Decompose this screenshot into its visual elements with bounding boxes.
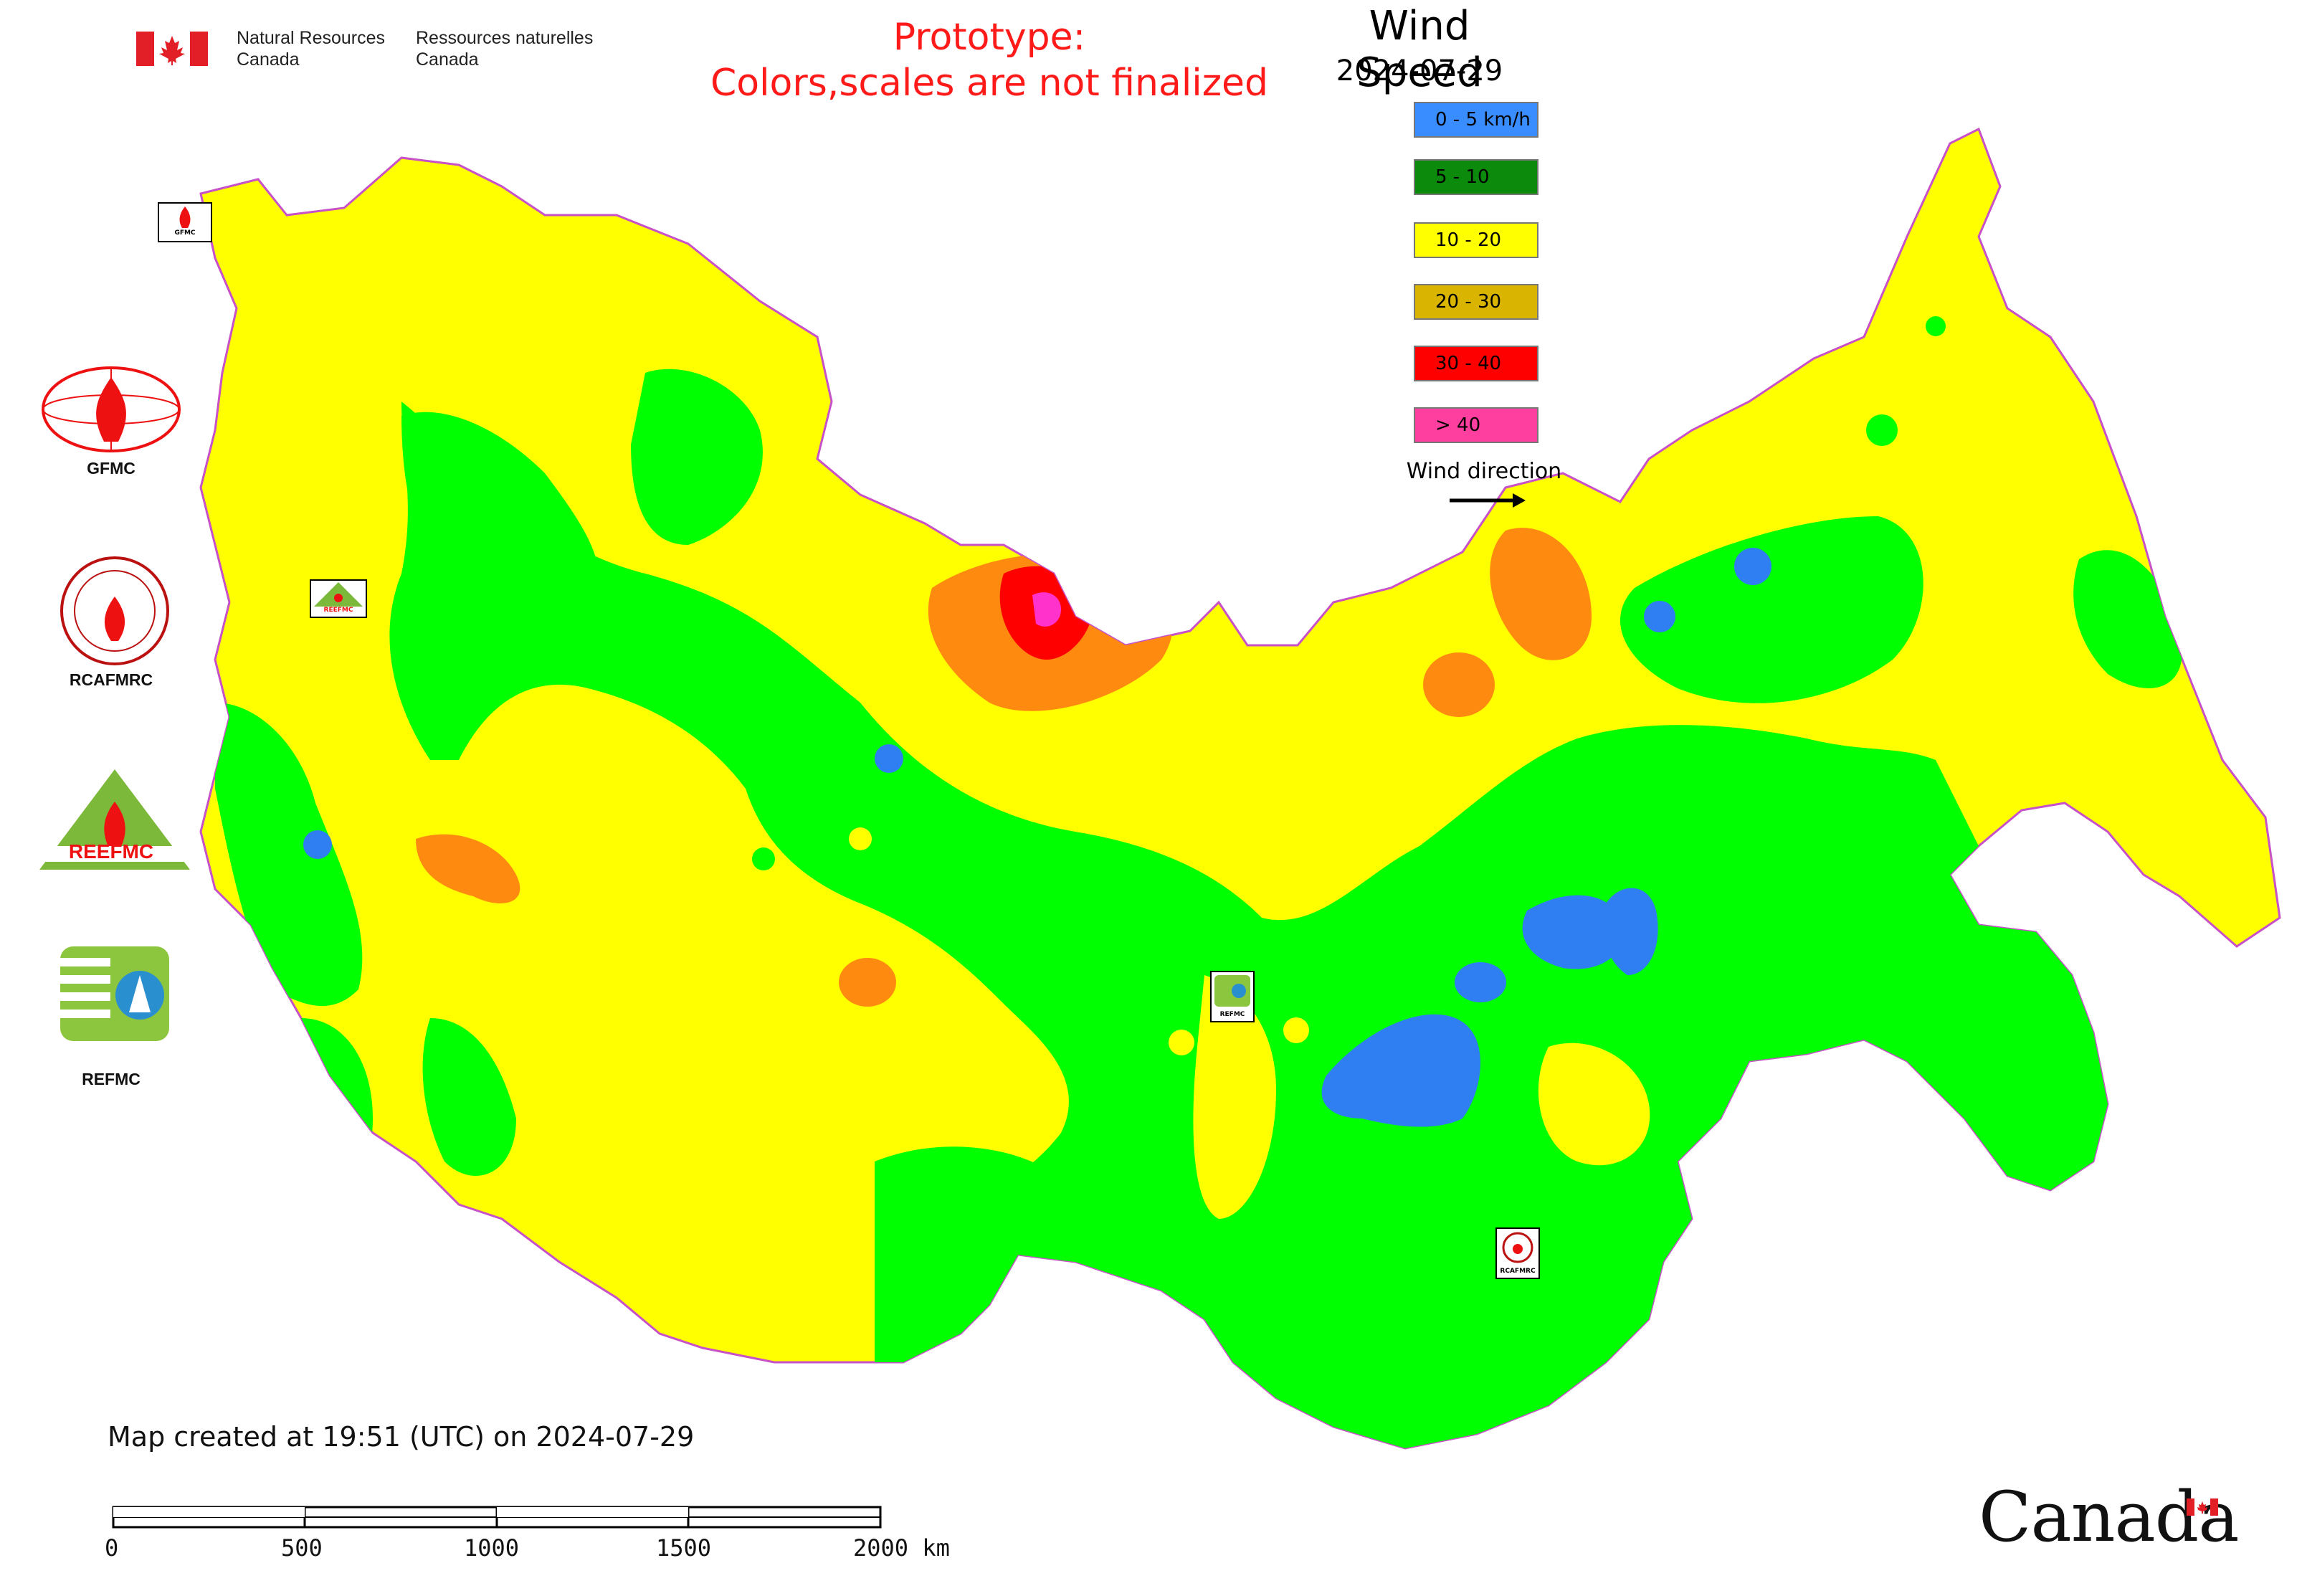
legend-item-30-40: 30 - 40 xyxy=(1414,346,1538,381)
wordmark-flag-icon xyxy=(2187,1498,2218,1516)
legend-item-over-40: > 40 xyxy=(1414,407,1538,443)
scale-tick-0: 0 xyxy=(105,1534,119,1562)
legend-item-20-30: 20 - 30 xyxy=(1414,284,1538,320)
map-marker-rcafmrc[interactable]: RCAFMRC xyxy=(1495,1227,1540,1279)
gfmc-logo-label: GFMC xyxy=(87,459,135,478)
prototype-note: Prototype: Colors,scales are not finaliz… xyxy=(631,14,1348,106)
canada-flag-icon xyxy=(136,32,208,66)
wind-direction-arrow-icon xyxy=(1450,493,1526,508)
canada-wordmark: Canada xyxy=(1979,1477,2239,1557)
department-en-line1: Natural Resources xyxy=(237,28,386,48)
scale-tick-1500: 1500 xyxy=(656,1534,712,1562)
prototype-note-line1: Prototype: xyxy=(893,16,1086,59)
government-header: Natural Resources Canada Ressources natu… xyxy=(136,27,609,77)
refmc-logo-icon xyxy=(60,946,169,1041)
legend-item-5-10: 5 - 10 xyxy=(1414,159,1538,195)
map-marker-reefmc[interactable]: REEFMC xyxy=(310,579,367,618)
legend-item-label: 20 - 30 xyxy=(1435,291,1502,313)
legend-item-0-5: 0 - 5 km/h xyxy=(1414,102,1538,138)
gfmc-marker-icon xyxy=(179,206,191,228)
legend-item-label: 5 - 10 xyxy=(1435,166,1490,188)
rcafmrc-logo-icon xyxy=(60,556,169,665)
reefmc-marker-icon xyxy=(314,582,363,607)
map-marker-gfmc[interactable]: GFMC xyxy=(158,202,212,242)
legend-item-label: 0 - 5 km/h xyxy=(1435,109,1531,130)
legend-title: Wind Speed xyxy=(1356,3,1483,96)
scale-bar xyxy=(112,1506,882,1529)
gfmc-logo-icon xyxy=(42,366,181,452)
rcafmrc-marker-icon xyxy=(1502,1232,1533,1263)
legend-item-label: > 40 xyxy=(1435,414,1481,436)
department-fr-line1: Ressources naturelles xyxy=(416,28,594,48)
map-marker-label: REFMC xyxy=(1219,1011,1245,1018)
rcafmrc-logo-label: RCAFMRC xyxy=(69,670,153,689)
wind-direction-label: Wind direction xyxy=(1406,459,1562,484)
scale-tick-1000: 1000 xyxy=(464,1534,520,1562)
map-marker-label: REEFMC xyxy=(323,607,353,614)
map-marker-label: GFMC xyxy=(174,229,196,237)
legend-item-label: 30 - 40 xyxy=(1435,353,1502,374)
prototype-note-line2: Colors,scales are not finalized xyxy=(710,62,1269,105)
legend-item-10-20: 10 - 20 xyxy=(1414,222,1538,258)
map-marker-label: RCAFMRC xyxy=(1500,1268,1536,1275)
refmc-logo-label: REFMC xyxy=(82,1070,141,1088)
legend-date: 2024-07-29 xyxy=(1336,54,1503,87)
department-en-line2: Canada xyxy=(237,49,300,70)
legend-item-label: 10 - 20 xyxy=(1435,229,1502,251)
reefmc-logo-label: REEFMC xyxy=(68,840,154,863)
department-name-en: Natural Resources Canada xyxy=(237,27,385,70)
department-fr-line2: Canada xyxy=(416,49,479,70)
refmc-marker-icon xyxy=(1214,975,1250,1007)
scale-tick-500: 500 xyxy=(281,1534,323,1562)
map-marker-refmc[interactable]: REFMC xyxy=(1210,971,1255,1022)
scale-tick-2000: 2000 km xyxy=(853,1534,950,1562)
reefmc-logo-icon xyxy=(36,769,194,870)
department-name-fr: Ressources naturelles Canada xyxy=(416,27,593,70)
map-created-note: Map created at 19:51 (UTC) on 2024-07-29 xyxy=(108,1421,695,1453)
